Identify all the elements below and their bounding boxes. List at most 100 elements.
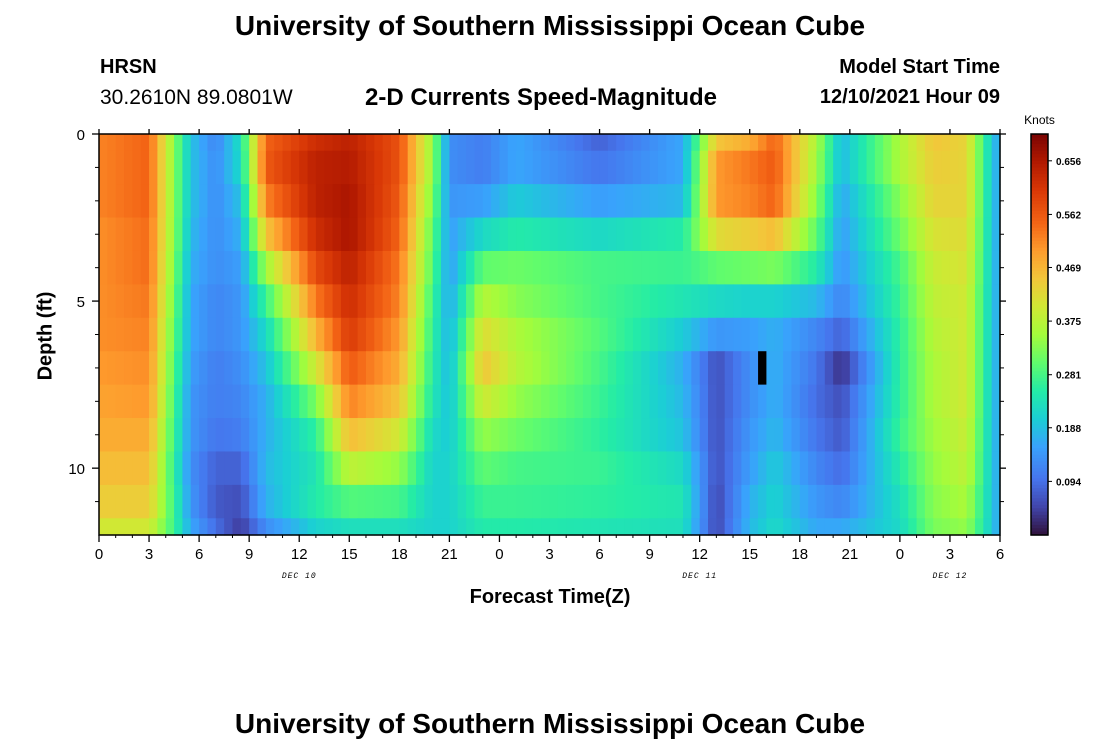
heatmap-cell [190, 451, 200, 486]
heatmap-cell [249, 518, 259, 536]
heatmap-cell [749, 518, 759, 536]
heatmap-cell [591, 150, 601, 185]
heatmap-cell [599, 351, 609, 386]
colorbar-segment [1031, 484, 1048, 489]
heatmap-cell [382, 518, 392, 536]
heatmap-cell [107, 134, 117, 152]
heatmap-cell [858, 384, 868, 419]
heatmap-cell [149, 518, 158, 536]
heatmap-cell [299, 150, 309, 185]
heatmap-cell [749, 418, 759, 453]
heatmap-cell [190, 184, 200, 219]
heatmap-cell [541, 284, 551, 319]
heatmap-cell [307, 317, 317, 352]
heatmap-cell [841, 317, 851, 352]
heatmap-cell [541, 418, 551, 453]
heatmap-cell [983, 150, 993, 185]
heatmap-cell [966, 418, 976, 453]
heatmap-cell [215, 150, 225, 185]
heatmap-cell [257, 351, 267, 386]
heatmap-cell [474, 384, 484, 419]
heatmap-cell [724, 484, 734, 519]
heatmap-cell [416, 317, 425, 352]
heatmap-cell [324, 150, 334, 185]
heatmap-cell [766, 418, 776, 453]
heatmap-cell [332, 384, 342, 419]
heatmap-cell [849, 518, 859, 536]
heatmap-cell [466, 284, 476, 319]
heatmap-cell [332, 284, 342, 319]
heatmap-cell [132, 150, 142, 185]
heatmap-cell [324, 284, 334, 319]
heatmap-cell [365, 418, 375, 453]
heatmap-cell [107, 184, 117, 219]
heatmap-cell [708, 451, 717, 486]
heatmap-cell [599, 518, 609, 536]
heatmap-cell [916, 418, 926, 453]
heatmap-cell [858, 518, 868, 536]
heatmap-cell [182, 418, 192, 453]
heatmap-cell [883, 518, 893, 536]
heatmap-cell [824, 351, 834, 386]
heatmap-cell [474, 351, 484, 386]
heatmap-cell [516, 384, 526, 419]
heatmap-cell [374, 451, 384, 486]
heatmap-cell [783, 134, 793, 152]
colorbar-segment [1031, 200, 1048, 205]
heatmap-cell [983, 134, 993, 152]
colorbar-segment [1031, 501, 1048, 506]
heatmap-cell [449, 284, 459, 319]
heatmap-cell [991, 518, 1001, 536]
heatmap-cell [983, 317, 993, 352]
heatmap-cell [974, 284, 984, 319]
heatmap-cell [224, 384, 234, 419]
heatmap-cell [908, 284, 918, 319]
heatmap-cell [549, 250, 559, 285]
heatmap-cell [516, 484, 526, 519]
heatmap-cell [240, 418, 250, 453]
colorbar-segment [1031, 277, 1048, 282]
heatmap-cell [207, 217, 217, 252]
heatmap-cell [774, 384, 784, 419]
heatmap-cell [741, 250, 751, 285]
heatmap-cell [424, 284, 434, 319]
heatmap-cell [916, 217, 926, 252]
heatmap-cell [124, 150, 133, 185]
heatmap-cell [641, 284, 651, 319]
heatmap-cell [874, 518, 884, 536]
station-coordinates: 30.2610N 89.0801W [100, 86, 293, 109]
heatmap-cell [315, 317, 325, 352]
heatmap-cell [416, 134, 425, 152]
heatmap-cell [324, 184, 334, 219]
heatmap-cell [532, 284, 542, 319]
heatmap-cell [941, 451, 951, 486]
heatmap-cell [891, 518, 901, 536]
heatmap-cell [282, 351, 292, 386]
heatmap-cell [274, 384, 284, 419]
heatmap-cell [574, 184, 584, 219]
heatmap-cell [474, 134, 484, 152]
heatmap-cell [115, 351, 125, 386]
heatmap-cell [924, 150, 934, 185]
heatmap-cell [524, 134, 534, 152]
heatmap-cell [657, 150, 667, 185]
heatmap-cell [741, 134, 751, 152]
heatmap-cell [315, 150, 325, 185]
heatmap-cell [416, 351, 425, 386]
colorbar-segment [1031, 324, 1048, 329]
colorbar-segment [1031, 471, 1048, 476]
heatmap-cell [132, 451, 142, 486]
heatmap-cell [933, 451, 943, 486]
heatmap-cell [824, 418, 834, 453]
heatmap-cell [991, 451, 1001, 486]
heatmap-cell [349, 384, 359, 419]
heatmap-cell [524, 384, 534, 419]
heatmap-cell [758, 217, 767, 252]
heatmap-cell [908, 250, 918, 285]
heatmap-cell [783, 184, 793, 219]
colorbar-segment [1031, 227, 1048, 232]
heatmap-cell [808, 418, 818, 453]
colorbar-segment [1031, 361, 1048, 366]
heatmap-cell [682, 317, 692, 352]
heatmap-cell [149, 150, 158, 185]
